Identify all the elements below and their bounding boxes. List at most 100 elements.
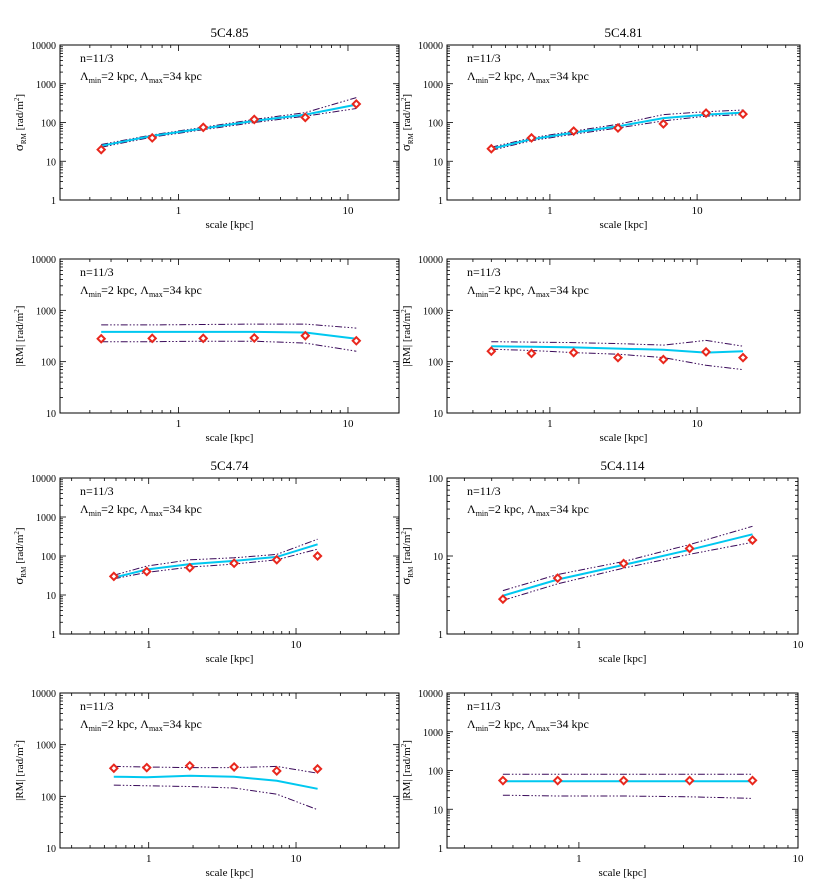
x-tick-label: 10 — [692, 205, 704, 217]
y-tick-label: 10 — [46, 844, 56, 855]
annotation-n: n=11/3 — [80, 265, 114, 279]
observed-point — [568, 126, 579, 137]
observed-point — [684, 543, 695, 554]
observed-point — [141, 762, 152, 773]
annotation-lambda: Λmin=2 kpc, Λmax=34 kpc — [80, 717, 202, 733]
x-axis-label: scale [kpc] — [206, 219, 254, 231]
observed-point — [701, 346, 712, 357]
y-axis-label: |RM| [rad/m2] — [400, 306, 413, 367]
y-tick-label: 10000 — [31, 474, 56, 485]
chart-panel-6: 5C4.114 1 10 1 10 100 scale [kpc] σRM [rad/m2] n… — [398, 458, 804, 665]
y-tick-label: 100 — [428, 474, 443, 485]
y-tick-label: 100 — [41, 119, 56, 130]
y-tick-label: 10 — [46, 157, 56, 168]
observed-point — [229, 558, 240, 569]
observed-point — [312, 550, 323, 562]
y-tick-label: 1 — [51, 196, 56, 207]
annotation-n: n=11/3 — [467, 51, 501, 65]
annotation-n: n=11/3 — [467, 484, 501, 498]
y-tick-label: 100 — [428, 119, 443, 130]
x-tick-label: 10 — [793, 639, 805, 651]
y-tick-label: 10000 — [31, 255, 56, 266]
x-tick-label: 1 — [146, 639, 152, 651]
y-tick-label: 10 — [433, 157, 443, 168]
chart-panel-4: 1 10 10 100 1000 10000 scale [kpc] |RM| [rad/m2… — [400, 255, 801, 444]
observed-point — [147, 333, 158, 344]
series-model-upper — [113, 538, 318, 576]
y-tick-label: 10000 — [418, 41, 443, 52]
observed-point — [351, 98, 362, 110]
annotation-lambda: Λmin=2 kpc, Λmax=34 kpc — [80, 283, 202, 299]
plot-frame — [59, 692, 400, 849]
y-tick-label: 10000 — [31, 689, 56, 700]
chart-panel-2: 5C4.81 1 10 1 10 100 1000 10000 scale [kpc] σRM [… — [398, 25, 801, 231]
chart-title: 5C4.114 — [601, 458, 645, 473]
x-tick-label: 10 — [692, 418, 704, 430]
annotation-n: n=11/3 — [80, 51, 114, 65]
y-tick-label: 1000 — [36, 741, 56, 752]
y-tick-label: 10000 — [418, 255, 443, 266]
annotation-lambda: Λmin=2 kpc, Λmax=34 kpc — [80, 502, 202, 518]
series-model-upper — [502, 525, 753, 592]
observed-point — [618, 775, 629, 786]
x-axis-label: scale [kpc] — [206, 653, 254, 665]
annotation-lambda: Λmin=2 kpc, Λmax=34 kpc — [80, 69, 202, 85]
observed-point — [198, 122, 209, 133]
series-model-lower — [502, 541, 753, 601]
series-model-mean — [101, 103, 357, 147]
observed-point — [271, 765, 282, 776]
series-model-lower — [502, 794, 753, 799]
observed-point — [249, 332, 260, 343]
x-axis-label: scale [kpc] — [599, 867, 647, 879]
y-tick-label: 100 — [41, 792, 56, 803]
series-model-upper — [101, 97, 357, 145]
observed-point — [497, 775, 508, 786]
x-tick-label: 10 — [291, 639, 303, 651]
observed-point — [658, 354, 669, 365]
y-tick-label: 10 — [433, 409, 443, 420]
observed-point — [684, 775, 695, 786]
y-axis-label: |RM| [rad/m2] — [400, 740, 413, 801]
series-model-lower — [101, 340, 357, 352]
y-tick-label: 1000 — [36, 513, 56, 524]
observed-point — [108, 571, 119, 582]
observed-point — [658, 118, 669, 129]
y-axis-label: |RM| [rad/m2] — [13, 740, 26, 801]
y-tick-label: 10000 — [31, 41, 56, 52]
x-tick-label: 1 — [547, 418, 553, 430]
observed-point — [300, 112, 311, 123]
observed-point — [96, 144, 107, 155]
observed-point — [747, 535, 758, 546]
series-model-upper — [491, 339, 744, 347]
y-tick-label: 1 — [438, 196, 443, 207]
x-axis-label: scale [kpc] — [600, 219, 648, 231]
x-tick-label: 10 — [342, 205, 354, 217]
series-model-lower — [101, 108, 357, 148]
annotation-n: n=11/3 — [467, 265, 501, 279]
observed-point — [701, 108, 712, 119]
observed-point — [618, 558, 629, 569]
observed-point — [526, 132, 537, 143]
series-model-lower — [491, 114, 744, 151]
y-axis-label: σRM [rad/m2] — [398, 94, 415, 151]
x-tick-label: 1 — [146, 853, 152, 865]
y-tick-label: 1000 — [423, 728, 443, 739]
y-tick-label: 1000 — [36, 80, 56, 91]
chart-panel-5: 5C4.74 1 10 1 10 100 1000 10000 scale [kpc] σRM [… — [11, 458, 400, 665]
observed-point — [249, 114, 260, 125]
y-axis-label: σRM [rad/m2] — [398, 527, 415, 584]
chart-title: 5C4.81 — [605, 25, 643, 40]
observed-point — [486, 143, 497, 154]
x-tick-label: 1 — [547, 205, 553, 217]
y-tick-label: 1000 — [423, 80, 443, 91]
chart-panel-7: 1 10 10 100 1000 10000 scale [kpc] |RM| [rad/m2… — [13, 689, 400, 879]
y-tick-label: 1 — [438, 630, 443, 641]
observed-point — [486, 346, 497, 357]
y-tick-label: 10 — [46, 409, 56, 420]
annotation-n: n=11/3 — [80, 484, 114, 498]
observed-point — [108, 763, 119, 774]
annotation-lambda: Λmin=2 kpc, Λmax=34 kpc — [467, 283, 589, 299]
observed-point — [271, 554, 282, 565]
series-model-lower — [113, 548, 318, 580]
x-tick-label: 10 — [342, 418, 354, 430]
